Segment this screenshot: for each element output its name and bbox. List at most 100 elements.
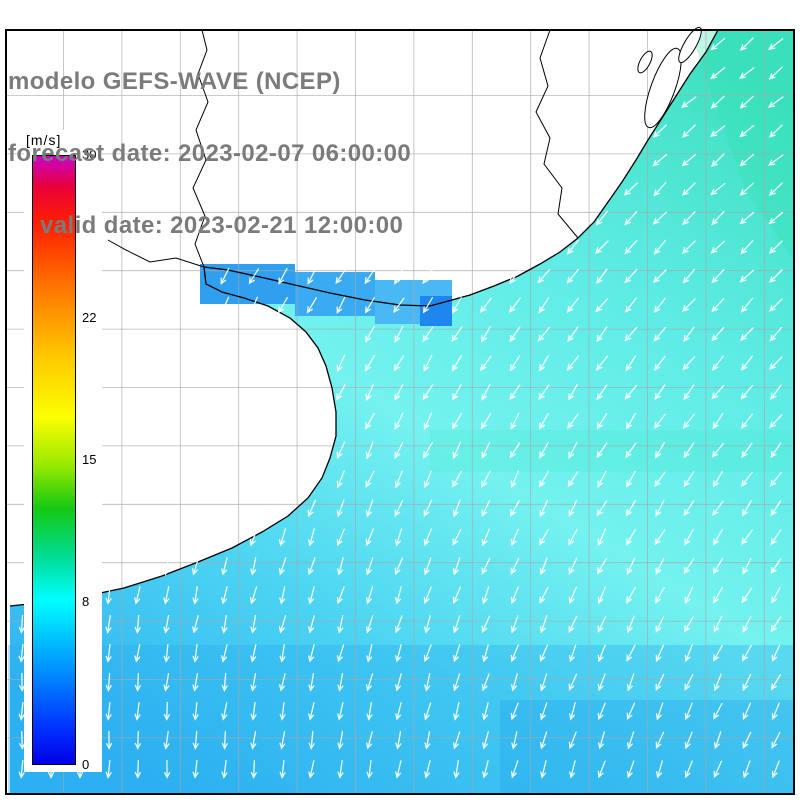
wind-arrow: [220, 296, 230, 314]
wind-arrow: [422, 268, 434, 285]
wind-arrow: [538, 412, 549, 430]
wind-arrow: [221, 586, 228, 605]
wind-arrow: [394, 528, 403, 547]
wind-arrow: [771, 586, 781, 604]
wind-arrow: [307, 557, 316, 576]
wind-arrow: [452, 470, 462, 488]
wind-arrow: [509, 326, 521, 343]
wind-arrow: [683, 558, 695, 575]
wind-arrow: [684, 731, 693, 750]
wind-arrow: [134, 759, 141, 779]
wind-arrow: [163, 730, 170, 750]
wind-arrow: [452, 644, 461, 663]
wind-arrow: [740, 413, 753, 429]
wind-arrow: [595, 210, 608, 226]
wind-arrow: [422, 297, 434, 314]
wind-arrow: [481, 586, 490, 605]
wind-arrow: [771, 644, 781, 662]
forecast-date-line: forecast date: 2023-02-07 06:00:00: [8, 140, 412, 167]
wind-arrow: [683, 471, 695, 488]
wind-arrow: [597, 760, 606, 779]
wind-arrow: [18, 759, 25, 779]
wind-arrow: [393, 297, 405, 314]
wind-arrow: [481, 470, 491, 488]
wind-arrow: [768, 182, 783, 196]
wind-arrow: [307, 499, 317, 518]
wind-arrow: [624, 153, 638, 168]
wind-arrow: [191, 557, 200, 576]
wind-arrow: [394, 557, 404, 576]
wind-arrow: [365, 325, 375, 343]
wind-arrow: [596, 384, 608, 401]
wind-arrow: [337, 759, 344, 779]
wind-arrow: [509, 355, 521, 372]
wind-arrow: [712, 355, 724, 371]
model-title: modelo GEFS-WAVE (NCEP): [8, 68, 341, 95]
wind-arrow: [192, 672, 199, 692]
wind-arrow: [539, 702, 548, 721]
wind-arrow: [395, 673, 402, 692]
wind-arrow: [625, 297, 637, 313]
wind-arrow: [105, 585, 112, 605]
wind-arrow: [365, 412, 375, 430]
wind-arrow: [568, 557, 578, 575]
wind-arrow: [366, 701, 373, 721]
wind-arrow: [595, 355, 608, 371]
wind-arrow: [221, 557, 228, 576]
wind-arrow: [451, 355, 462, 372]
wind-arrow: [739, 37, 754, 51]
wind-arrow: [452, 673, 461, 692]
wind-arrow: [509, 297, 521, 313]
wind-arrow: [568, 615, 578, 633]
wind-arrow: [568, 441, 578, 459]
wind-arrow: [539, 586, 549, 604]
wind-arrow: [18, 701, 25, 721]
wind-arrow: [395, 730, 402, 750]
coastline: [9, 29, 719, 607]
wind-arrow: [654, 442, 665, 459]
wind-arrow: [653, 239, 667, 255]
wind-arrow: [770, 442, 782, 459]
wind-arrow: [597, 673, 606, 692]
wind-arrow: [509, 384, 521, 401]
wind-arrow: [365, 499, 374, 518]
wind-arrow: [741, 500, 752, 517]
wind-arrow: [539, 557, 548, 576]
wind-arrow: [308, 528, 315, 547]
wind-arrow: [683, 326, 695, 343]
wind-arrow: [250, 759, 257, 779]
wind-arrow: [364, 268, 376, 285]
wind-arrow: [710, 67, 726, 80]
colorbar-panel: [m/s] 30 22 15 8 0: [24, 130, 102, 772]
wind-arrow: [711, 384, 725, 400]
wind-arrow: [423, 412, 433, 431]
wind-arrow: [336, 383, 346, 401]
wind-arrow: [537, 268, 551, 284]
wind-arrow: [482, 731, 489, 750]
wind-arrow: [770, 384, 782, 401]
wind-arrow: [308, 730, 315, 750]
wind-arrow: [769, 269, 783, 283]
wind-arrow: [453, 702, 460, 721]
wind-arrow: [596, 268, 608, 285]
wind-arrow: [655, 702, 664, 721]
wind-arrow: [452, 557, 461, 576]
wind-arrow: [711, 269, 725, 284]
wind-arrow: [682, 268, 696, 284]
wind-arrow: [394, 267, 404, 285]
wind-arrow: [653, 326, 667, 342]
wind-arrow: [712, 471, 723, 488]
wind-arrow: [596, 500, 608, 517]
wind-arrow: [394, 412, 404, 430]
wind-arrow: [683, 500, 695, 517]
wind-arrow: [655, 615, 665, 633]
wind-arrow: [510, 586, 519, 605]
wind-arrow: [451, 326, 463, 343]
wind-arrow: [768, 211, 784, 225]
wind-arrow: [710, 183, 726, 196]
wind-arrow: [308, 672, 315, 692]
wind-arrow: [684, 673, 694, 691]
wind-arrow: [510, 760, 519, 779]
wind-arrow: [277, 297, 288, 314]
